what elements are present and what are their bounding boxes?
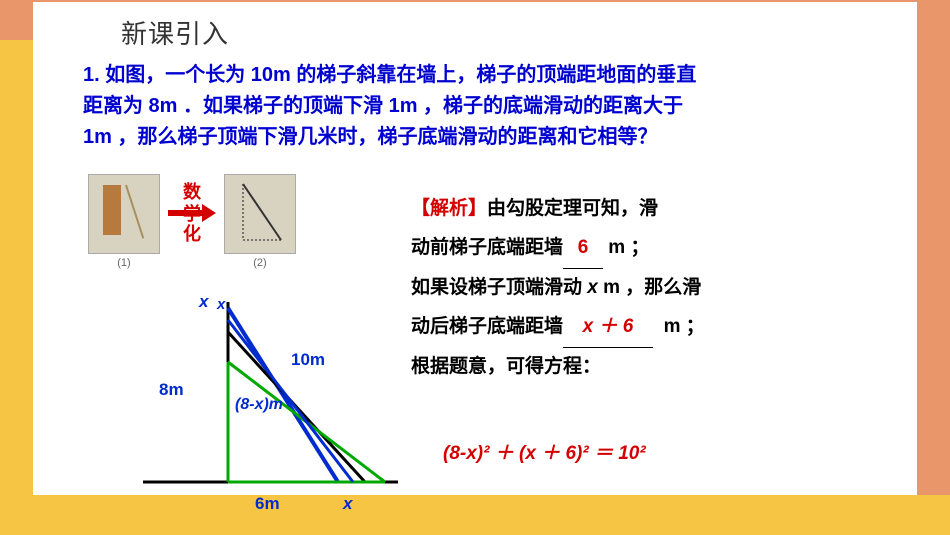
blank-1: 6	[563, 229, 603, 269]
photo-2: (2)	[224, 174, 296, 254]
sol-4b: m ；	[664, 316, 705, 337]
geometry-diagram: x x 8m 10m (8-x)m 6m x	[143, 302, 403, 517]
question-line3: 1m ，那么梯子顶端下滑几米时，梯子底端滑动的距离和它相等？	[83, 126, 657, 148]
sol-3a: 如果设梯子顶端滑动	[411, 277, 587, 298]
section-title: 新课引入	[121, 14, 229, 51]
blank-2: x ＋ 6	[563, 308, 653, 348]
transform-label: 数 学 化	[168, 183, 216, 244]
equation: (8-x)² ＋ (x ＋ 6)² ＝ 10²	[443, 438, 646, 465]
label-6m: 6m	[255, 494, 280, 514]
sol-3var: x	[587, 277, 598, 298]
question-line1: 1. 如图，一个长为 10m 的梯子斜靠在墙上，梯子的顶端距地面的垂直	[83, 64, 696, 86]
sol-1b: 由勾股定理可知，滑	[487, 198, 658, 219]
photo1-label: (1)	[89, 257, 159, 269]
label-x-top1: x	[199, 292, 208, 312]
question-text: 1. 如图，一个长为 10m 的梯子斜靠在墙上，梯子的顶端距地面的垂直 距离为 …	[83, 60, 903, 153]
arrow-icon	[168, 206, 216, 220]
sol-3b: m ，那么滑	[598, 277, 701, 298]
question-line2: 距离为 8m ．如果梯子的顶端下滑 1m ，梯子的底端滑动的距离大于	[83, 95, 683, 117]
sol-2b: m ；	[608, 237, 649, 258]
photo2-label: (2)	[225, 257, 295, 269]
photo-1: (1)	[88, 174, 160, 254]
label-8m: 8m	[159, 380, 184, 400]
solution-text: 【解析】由勾股定理可知，滑 动前梯子底端距墙6 m ； 如果设梯子顶端滑动 x …	[411, 190, 921, 387]
transform-l1: 数	[183, 183, 201, 203]
transform-l3: 化	[183, 225, 201, 245]
label-x-right: x	[343, 494, 352, 514]
sol-4a: 动后梯子底端距墙	[411, 316, 563, 337]
label-x-top2: x	[217, 296, 225, 313]
sol-2a: 动前梯子底端距墙	[411, 237, 563, 258]
label-8minusx: (8-x)m	[235, 396, 283, 414]
label-10m: 10m	[291, 350, 325, 370]
sol-5: 根据题意，可得方程：	[411, 356, 601, 377]
slide-content: 新课引入 1. 如图，一个长为 10m 的梯子斜靠在墙上，梯子的顶端距地面的垂直…	[33, 2, 917, 495]
sol-tag: 【解析】	[411, 198, 487, 219]
